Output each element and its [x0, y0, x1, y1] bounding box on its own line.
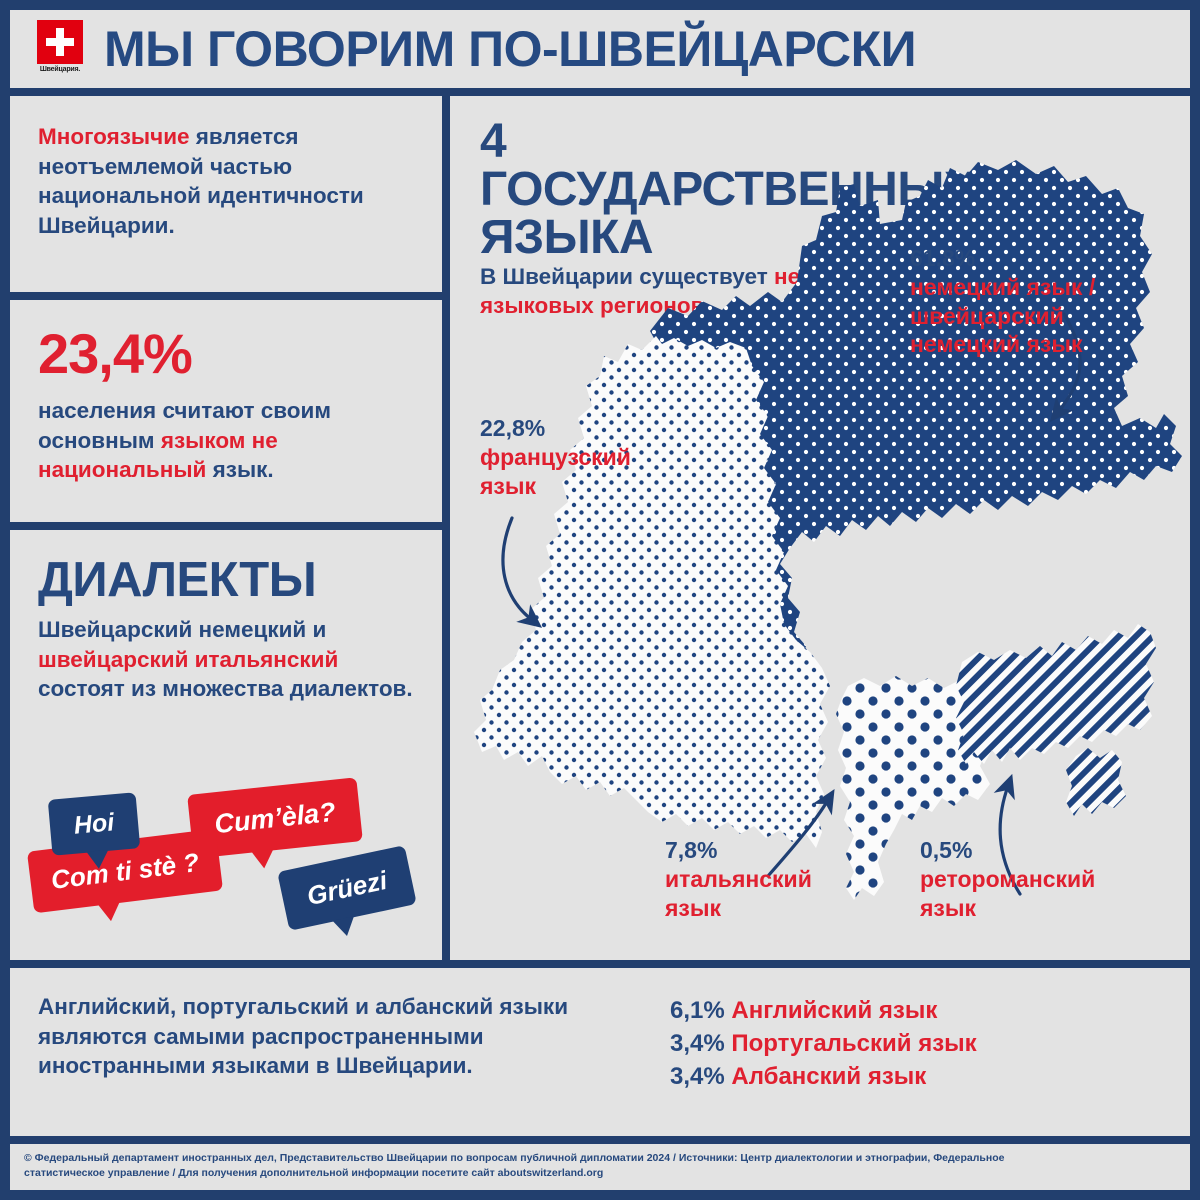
speech-bubble-cumela-label: Cum’èla?: [212, 796, 337, 839]
foreign-pct-1: 3,4%: [670, 1030, 725, 1058]
map-label-german-lang: немецкий язык / швейцарский немецкий язы…: [910, 273, 1096, 358]
arrow-to-romansh: [993, 773, 1022, 896]
arrow-to-german: [1050, 312, 1082, 422]
panel-statistic-body: 23,4% населения считают своим основным я…: [10, 300, 442, 485]
bubble-tail-icon: [97, 901, 122, 923]
flag-glyph: [37, 20, 83, 64]
stat-description: населения считают своим основным языком …: [38, 396, 414, 485]
arrow-to-italian: [766, 789, 835, 878]
foreign-pct-0: 6,1%: [670, 997, 725, 1024]
foreign-languages-list: 6,1% Английский язык 3,4% Португальский …: [670, 994, 1150, 1093]
panel-statistic: 23,4% населения считают своим основным я…: [10, 300, 442, 522]
speech-bubble-group: Hoi Cum’èla? Com ti stè ? Grüezi: [10, 777, 442, 958]
dialects-text-c: состоят из множества диалектов.: [38, 676, 413, 702]
stat-line-a: населения считают своим основным: [38, 398, 331, 453]
dialects-text-b: швейцарский итальянский: [38, 646, 339, 672]
map-label-french: 22,8% французский язык: [480, 414, 690, 500]
foreign-pct-2: 3,4%: [670, 1063, 725, 1091]
map-label-french-lang: французский язык: [480, 443, 631, 499]
panel-multilingual-body: Многоязычие является неотъемлемой частью…: [10, 96, 442, 241]
map-label-french-pct: 22,8%: [480, 415, 546, 441]
speech-bubble-gruezi: Grüezi: [277, 845, 417, 939]
dialects-heading: ДИАЛЕКТЫ: [38, 553, 317, 607]
list-item: 3,4% Албанский язык: [670, 1060, 1150, 1093]
multilingual-text: Многоязычие является неотъемлемой частью…: [38, 122, 414, 241]
map-label-romansh-pct: 0,5%: [920, 837, 973, 863]
header-bar: Швейцария. МЫ ГОВОРИМ ПО-ШВЕЙЦАРСКИ: [10, 10, 1190, 88]
map-label-italian: 7,8% итальянский язык: [665, 836, 865, 922]
speech-bubble-gruezi-label: Grüezi: [304, 864, 390, 911]
foreign-languages-text: Английский, португальский и албанский яз…: [38, 994, 569, 1079]
panel-language-map: 4 ГОСУДАРСТВЕННЫХ ЯЗЫКА В Швейцарии суще…: [450, 96, 1190, 960]
bubble-tail-icon: [86, 849, 110, 870]
speech-bubble-hoi-label: Hoi: [72, 807, 116, 840]
arrow-to-french: [501, 516, 543, 628]
multilingual-rest: является неотъемлемой частью национально…: [38, 124, 364, 239]
map-region-romansh: [956, 624, 1156, 816]
swiss-flag-icon: Швейцария.: [30, 20, 90, 78]
map-region-french: [474, 336, 830, 848]
stat-line-c: язык.: [206, 457, 274, 483]
multilingual-highlight: Многоязычие: [38, 124, 190, 149]
speech-bubble-hoi: Hoi: [47, 792, 141, 870]
map-label-italian-pct: 7,8%: [665, 837, 718, 863]
footer-credits: © Федеральный департамент иностранных де…: [10, 1144, 1190, 1190]
page-title: МЫ ГОВОРИМ ПО-ШВЕЙЦАРСКИ: [104, 21, 917, 77]
bubble-tail-icon: [332, 916, 358, 939]
dialects-text: Швейцарский немецкий и швейцарский италь…: [38, 615, 414, 704]
list-item: 6,1% Английский язык: [670, 994, 1150, 1027]
panel-multilingual: Многоязычие является неотъемлемой частью…: [10, 96, 442, 292]
switzerland-language-map: [474, 160, 1182, 900]
map-label-italian-lang: итальянский язык: [665, 865, 812, 921]
panel-dialects-body: ДИАЛЕКТЫ Швейцарский немецкий и швейцарс…: [10, 530, 442, 704]
foreign-lang-1: Португальский язык: [731, 1030, 977, 1058]
map-region-italian: [836, 676, 990, 900]
panel-foreign-languages: Английский, португальский и албанский яз…: [10, 968, 1190, 1136]
list-item: 3,4% Португальский язык: [670, 1027, 1150, 1060]
panel-dialects: ДИАЛЕКТЫ Швейцарский немецкий и швейцарс…: [10, 530, 442, 960]
footer-line-1: © Федеральный департамент иностранных де…: [24, 1152, 1005, 1164]
map-label-german: 61,8% немецкий язык / швейцарский немецк…: [910, 244, 1160, 359]
map-label-german-pct: 61,8%: [910, 245, 976, 271]
stat-line-b: языком не национальный: [38, 427, 278, 483]
map-subtext-a: В Швейцарии существует: [480, 264, 775, 289]
stat-value: 23,4%: [38, 322, 193, 385]
footer-line-2: статистическое управление / Для получени…: [24, 1166, 604, 1179]
foreign-lang-0: Английский язык: [731, 997, 938, 1024]
logo-caption: Швейцария.: [39, 66, 81, 73]
foreign-lang-2: Албанский язык: [731, 1063, 927, 1091]
dialects-text-a: Швейцарский немецкий и: [38, 617, 327, 642]
map-label-romansh-lang: ретороманский язык: [920, 865, 1096, 921]
map-label-romansh: 0,5% ретороманский язык: [920, 836, 1150, 922]
bubble-tail-icon: [251, 849, 276, 870]
